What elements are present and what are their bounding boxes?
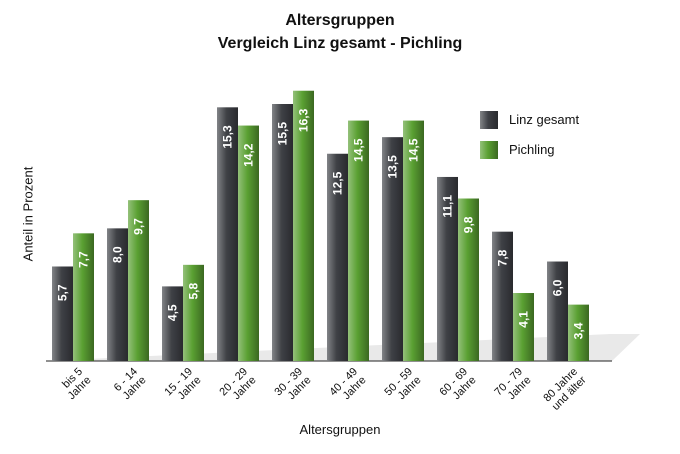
bar-linz xyxy=(162,286,183,361)
bar-pichling xyxy=(458,198,479,361)
data-label: 4,5 xyxy=(166,304,180,321)
bar-pichling xyxy=(568,304,589,361)
bar-pichling xyxy=(238,125,259,361)
data-label: 7,7 xyxy=(77,251,91,268)
data-label: 6,0 xyxy=(551,279,565,296)
bar-linz xyxy=(327,153,348,361)
data-label: 3,4 xyxy=(572,322,586,339)
chart-subtitle: Vergleich Linz gesamt - Pichling xyxy=(217,35,463,52)
x-tick-label: 60 - 69Jahre xyxy=(437,366,478,407)
data-label: 13,5 xyxy=(386,155,400,179)
data-label: 5,8 xyxy=(187,283,201,300)
x-tick-label: 70 - 79Jahre xyxy=(492,366,533,407)
data-label: 14,5 xyxy=(407,138,421,162)
data-label: 8,0 xyxy=(111,246,125,263)
data-label: 14,2 xyxy=(242,143,256,167)
bar-linz xyxy=(272,104,293,361)
legend-label: Pichling xyxy=(509,142,555,157)
chart-title: Altersgruppen xyxy=(285,12,395,29)
bar-linz xyxy=(52,266,73,361)
data-label: 15,3 xyxy=(221,125,235,149)
bar-pichling xyxy=(293,90,314,362)
legend-label: Linz gesamt xyxy=(509,112,579,127)
legend-swatch xyxy=(480,141,498,159)
bar-pichling xyxy=(513,293,534,361)
bar-linz xyxy=(492,231,513,361)
x-tick-label: 40 - 49Jahre xyxy=(327,366,368,407)
data-label: 15,5 xyxy=(276,122,290,146)
bar-linz xyxy=(547,261,568,361)
data-label: 9,8 xyxy=(462,216,476,233)
x-tick-label: 80 Jahreund älter xyxy=(541,365,588,412)
x-tick-label: 15 - 19Jahre xyxy=(162,366,203,407)
bar-pichling xyxy=(128,200,149,361)
bar-pichling xyxy=(73,233,94,361)
x-tick-label: 30 - 39Jahre xyxy=(272,366,313,407)
legend-swatch xyxy=(480,111,498,129)
x-tick-label: bis 5Jahre xyxy=(57,366,93,402)
bar-pichling xyxy=(348,120,369,361)
bar-linz xyxy=(217,107,238,361)
x-tick-label: 6 - 14Jahre xyxy=(112,366,149,403)
x-tick-label: 20 - 29Jahre xyxy=(217,366,258,407)
bar-linz xyxy=(107,228,128,361)
bar-pichling xyxy=(403,120,424,361)
bar-pichling xyxy=(183,264,204,361)
bar-linz xyxy=(382,137,403,361)
data-label: 14,5 xyxy=(352,138,366,162)
data-label: 4,1 xyxy=(517,311,531,328)
data-label: 12,5 xyxy=(331,171,345,195)
data-label: 9,7 xyxy=(132,218,146,235)
data-label: 11,1 xyxy=(441,195,455,218)
x-axis-label: Altersgruppen xyxy=(299,422,381,437)
data-label: 7,8 xyxy=(496,249,510,266)
x-tick-label: 50 - 59Jahre xyxy=(382,366,423,407)
data-label: 5,7 xyxy=(56,284,70,301)
bar-linz xyxy=(437,176,458,361)
data-label: 16,3 xyxy=(297,108,311,132)
